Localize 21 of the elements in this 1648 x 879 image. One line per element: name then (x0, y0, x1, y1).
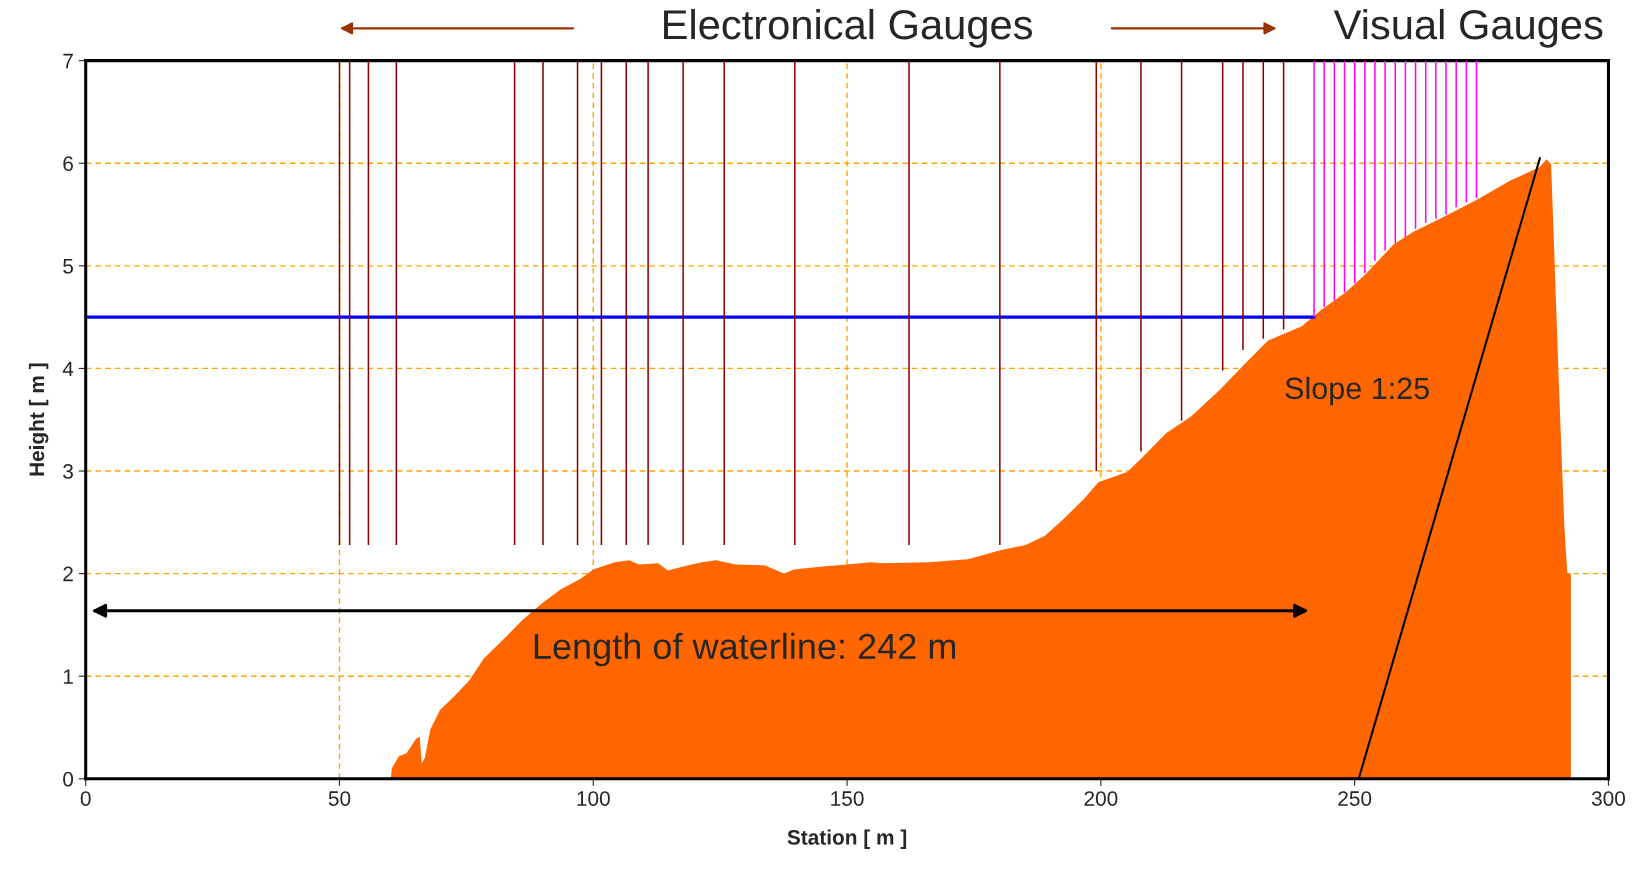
y-tick-label: 7 (63, 53, 73, 69)
x-tick-label: 200 (1084, 791, 1118, 806)
x-tick-label: 250 (1338, 791, 1372, 806)
x-tick-label: 150 (831, 791, 864, 806)
y-tick-label: 1 (63, 669, 73, 684)
annotation: Length of waterline: 242 m (534, 632, 956, 667)
x-tick-label: 50 (328, 791, 351, 806)
x-tick-label: 300 (1591, 791, 1626, 806)
x-tick-label: 100 (577, 791, 610, 806)
y-tick-label: 3 (63, 464, 73, 479)
y-tick-label: 5 (63, 259, 74, 274)
text: Visual Gauges (1333, 8, 1603, 48)
annotation: Slope 1:25 (1285, 376, 1429, 406)
y-tick-label: 0 (63, 771, 74, 787)
y-tick-label: 2 (63, 566, 73, 582)
y-tick-label: 4 (62, 361, 74, 376)
x-axis-title: Station [ m ] (787, 829, 907, 849)
y-axis-title: Height [ m ] (28, 363, 49, 476)
text: Electronical Gauges (664, 8, 1033, 48)
x-tick-label: 0 (80, 791, 91, 806)
y-tick-label: 6 (63, 156, 73, 171)
